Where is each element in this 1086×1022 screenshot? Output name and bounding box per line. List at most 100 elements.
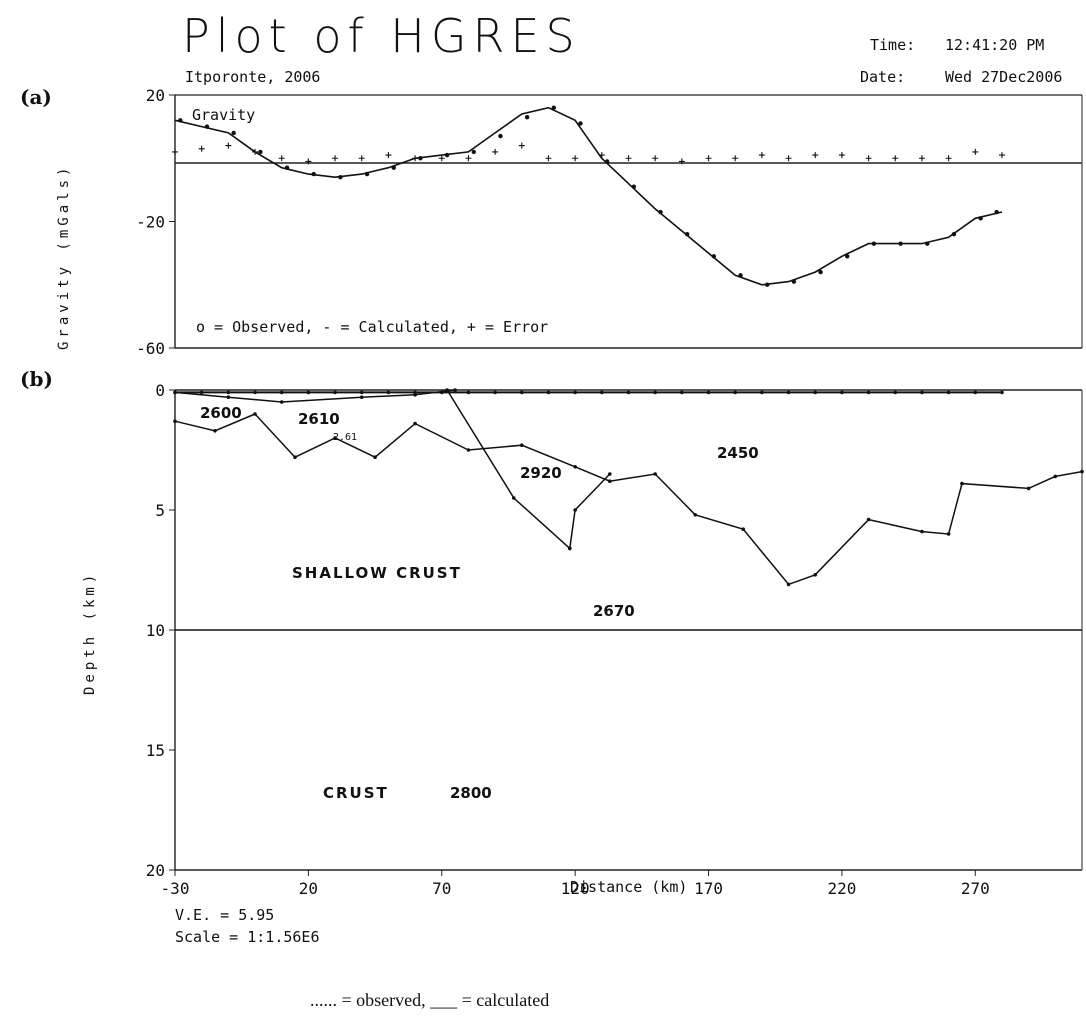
gravity-error-mark xyxy=(865,155,872,162)
gravity-observed-point xyxy=(765,282,770,287)
interface-vertex xyxy=(279,390,284,395)
interface-vertex xyxy=(333,390,337,395)
interface-vertex xyxy=(173,419,177,424)
density-label-2610: 2610 xyxy=(298,410,340,428)
interface-vertex xyxy=(253,412,257,416)
gravity-ytick-label: -20 xyxy=(136,213,165,232)
gravity-observed-point xyxy=(524,114,530,120)
interface-vertex xyxy=(386,390,391,395)
gravity-observed-point xyxy=(604,159,610,164)
interface-vertex xyxy=(226,395,231,400)
interface-vertex xyxy=(920,529,924,534)
interface-vertex xyxy=(840,390,844,395)
gravity-observed-point xyxy=(471,149,476,155)
time-label: Time: xyxy=(870,36,915,54)
interface-vertex xyxy=(546,390,551,395)
interface-vertex xyxy=(813,390,818,395)
gravity-error-mark xyxy=(492,148,499,155)
gravity-error-mark xyxy=(198,145,205,152)
panel-a-letter: (a) xyxy=(20,85,52,109)
gravity-observed-series xyxy=(178,105,999,287)
interface-vertex xyxy=(306,390,311,395)
interface-vertex xyxy=(466,390,471,395)
gravity-error-mark xyxy=(732,155,739,162)
date-value: Wed 27Dec2006 xyxy=(945,68,1062,86)
depth-ytick-label: 5 xyxy=(155,501,165,520)
interface-vertex xyxy=(608,472,612,476)
gravity-error-mark xyxy=(305,158,312,165)
interface-vertex xyxy=(653,472,657,476)
gravity-observed-point xyxy=(284,165,290,170)
gravity-error-mark xyxy=(918,155,925,162)
interface-vertex xyxy=(626,390,631,395)
distance-xtick-label: 270 xyxy=(961,879,990,898)
gravity-observed-point xyxy=(871,241,877,246)
interface-upper-basement xyxy=(174,413,1083,586)
gravity-error-mark xyxy=(838,152,845,159)
time-value: 12:41:20 PM xyxy=(945,36,1044,54)
interface-vertex xyxy=(733,390,738,395)
interface-vertex xyxy=(445,388,449,392)
interface-vertex xyxy=(466,448,471,452)
interface-vertex xyxy=(693,513,697,517)
interface-vertex xyxy=(453,388,457,392)
density-label-2600: 2600 xyxy=(200,404,242,422)
gravity-error-mark xyxy=(945,155,952,162)
interface-vertex xyxy=(920,390,924,395)
gravity-error-mark xyxy=(678,158,685,165)
interface-vertex xyxy=(600,390,604,395)
interface-vertex xyxy=(973,390,978,395)
gravity-observed-point xyxy=(498,133,503,139)
gravity-error-mark xyxy=(705,155,712,162)
gravity-panel: Gravity o = Observed, - = Calculated, + … xyxy=(56,86,1083,358)
depth-ytick-label: 15 xyxy=(146,741,165,760)
interface-vertex xyxy=(519,390,524,395)
gravity-error-mark xyxy=(545,155,552,162)
interface-vertex xyxy=(568,546,572,551)
gravity-observed-point xyxy=(925,241,930,246)
panel-b-letter: (b) xyxy=(20,367,53,391)
gravity-error-mark xyxy=(652,155,659,162)
distance-xtick-label: -30 xyxy=(161,879,190,898)
interface-vertex xyxy=(199,390,204,395)
gravity-error-mark xyxy=(358,155,365,162)
interface-vertex xyxy=(519,443,524,448)
gravity-observed-point xyxy=(684,231,690,237)
gravity-error-mark xyxy=(518,142,525,149)
distance-xtick-label: 70 xyxy=(432,879,451,898)
depth-interfaces xyxy=(173,388,1084,631)
gravity-error-mark xyxy=(572,155,579,162)
gravity-legend: o = Observed, - = Calculated, + = Error xyxy=(196,318,548,336)
gravity-observed-point xyxy=(444,152,450,158)
gravity-error-mark xyxy=(252,148,259,155)
density-label-small: 2.61 xyxy=(333,432,357,443)
gravity-observed-point xyxy=(391,165,396,170)
date-label: Date: xyxy=(860,68,905,86)
gravity-observed-point xyxy=(951,231,957,237)
density-label-2920: 2920 xyxy=(520,464,562,482)
interface-vertex xyxy=(1080,469,1084,474)
gravity-observed-point xyxy=(578,121,583,126)
interface-vertex xyxy=(1053,474,1058,479)
gravity-observed-point xyxy=(204,124,210,129)
gravity-ylabel: Gravity (mGals) xyxy=(56,164,72,350)
depth-ylabel: Depth (km) xyxy=(82,571,98,695)
depth-ytick-label: 20 xyxy=(146,861,165,880)
gravity-observed-point xyxy=(994,209,999,215)
gravity-error-mark xyxy=(758,152,765,159)
vertical-exaggeration: V.E. = 5.95 xyxy=(175,906,274,924)
gravity-error-mark xyxy=(412,155,419,162)
gravity-error-mark xyxy=(972,148,979,155)
interface-vertex xyxy=(960,481,964,486)
interface-vertex xyxy=(653,390,657,395)
interface-vertex xyxy=(359,390,364,395)
interface-vertex xyxy=(293,455,297,460)
interface-vertex xyxy=(706,390,711,395)
density-label-2800: 2800 xyxy=(450,784,492,802)
interface-vertex xyxy=(573,465,577,469)
figure-title: Plot of HGRES xyxy=(182,9,581,63)
interface-vertex xyxy=(786,582,791,587)
gravity-calculated-line xyxy=(174,106,1003,286)
gravity-error-mark xyxy=(598,152,605,159)
